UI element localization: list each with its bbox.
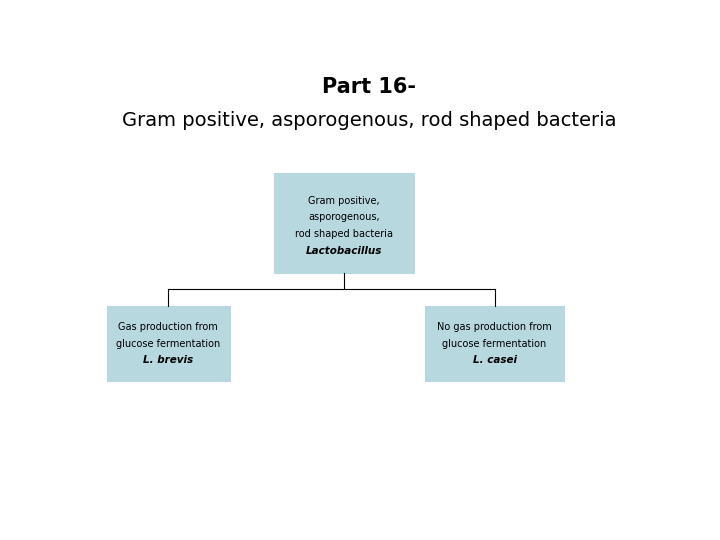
Text: Gram positive,: Gram positive, (308, 196, 379, 206)
Text: L. brevis: L. brevis (143, 355, 193, 365)
Text: L. casei: L. casei (472, 355, 516, 365)
Text: Gram positive, asporogenous, rod shaped bacteria: Gram positive, asporogenous, rod shaped … (122, 111, 616, 130)
Text: Part 16-: Part 16- (322, 77, 416, 97)
FancyBboxPatch shape (274, 173, 414, 273)
Text: rod shaped bacteria: rod shaped bacteria (295, 229, 393, 239)
Text: glucose fermentation: glucose fermentation (116, 339, 220, 348)
Text: No gas production from: No gas production from (437, 322, 552, 332)
Text: asporogenous,: asporogenous, (308, 212, 379, 222)
Text: Gas production from: Gas production from (118, 322, 218, 332)
FancyBboxPatch shape (425, 306, 564, 381)
FancyBboxPatch shape (107, 306, 230, 381)
Text: glucose fermentation: glucose fermentation (442, 339, 546, 348)
Text: Lactobacillus: Lactobacillus (306, 246, 382, 256)
